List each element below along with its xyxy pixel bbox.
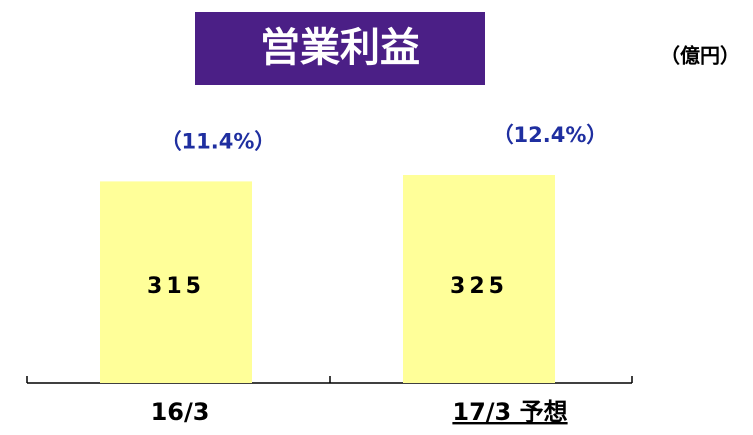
bar (100, 181, 252, 383)
unit-label: （億円） (660, 44, 740, 68)
bar (403, 175, 555, 383)
x-tick-label: 16/3 (151, 398, 210, 426)
x-tick-label: 17/3 予想 (452, 398, 567, 426)
title-box (195, 12, 485, 85)
annotation: （12.4%） (493, 123, 608, 147)
data-label: 325 (450, 274, 508, 299)
annotation: （11.4%） (161, 129, 276, 153)
data-label: 315 (147, 274, 205, 299)
chart-title: 営業利益 (260, 25, 420, 71)
